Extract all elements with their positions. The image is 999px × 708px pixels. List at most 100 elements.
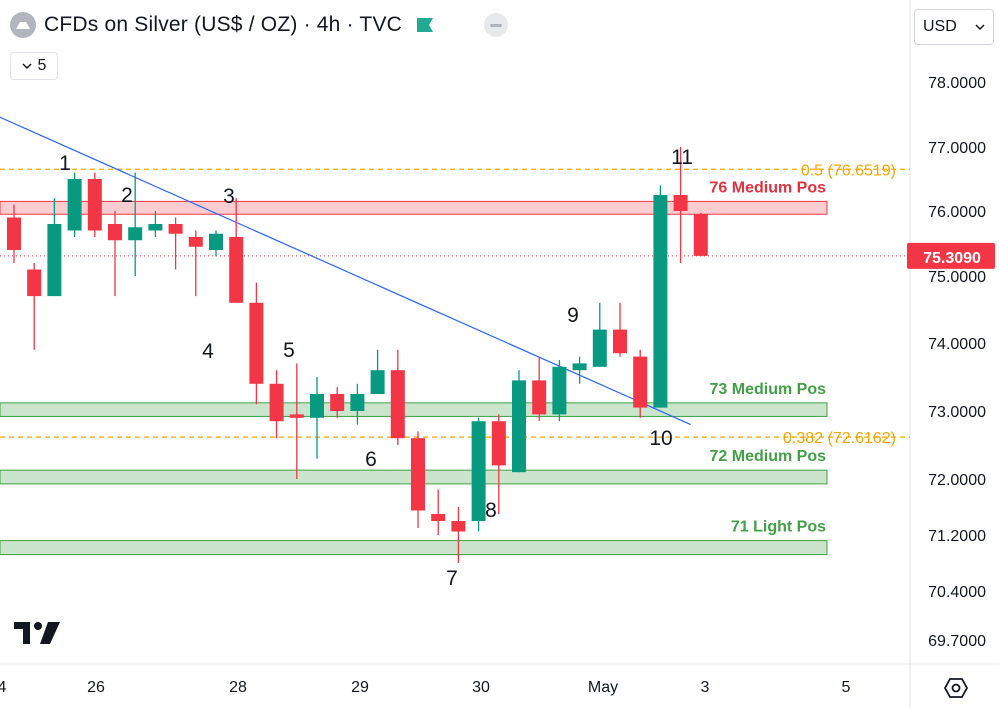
candle [27,263,42,350]
candle [532,356,547,422]
x-tick-label: 29 [351,679,369,696]
candle-body [613,329,627,354]
x-tick-label: 3 [701,679,710,696]
candle [431,489,446,535]
candle [289,363,304,479]
currency-label: USD [923,18,957,35]
y-tick-label: 69.7000 [928,633,986,650]
candle-body [552,366,567,415]
chart-settings-icon[interactable] [944,676,968,700]
candle [512,370,526,473]
candle-body [693,214,708,256]
candle [87,172,102,237]
candle-body [411,438,425,511]
candle-body [330,394,345,411]
y-tick-label: 70.4000 [928,584,986,601]
wave-label: 2 [121,184,133,207]
candle [47,198,62,297]
candle-body [310,394,324,418]
candle [451,507,466,563]
candle [592,302,607,367]
y-tick-label: 73.0000 [928,404,986,421]
candle-body [269,383,284,422]
candle [330,387,345,418]
x-tick-label: 26 [87,679,105,696]
symbol-logo-icon [10,12,36,38]
x-tick-label: 4 [0,679,7,696]
x-tick-label: 28 [229,679,247,696]
candle-body [431,514,446,521]
candle-body [532,380,547,415]
candle [633,349,648,418]
fib-label: 0.5 (76.6519) [801,162,896,179]
chart-title: CFDs on Silver (US$ / OZ) · 4h · TVC [44,13,403,36]
y-tick-label: 72.0000 [928,472,986,489]
tradingview-logo-icon [14,622,60,644]
wave-label: 10 [649,427,672,450]
candle [390,349,405,445]
collapse-legend-button[interactable]: 5 [10,52,58,80]
chevron-down-icon [22,63,32,70]
candle-body [592,329,607,367]
y-tick-label: 75.0000 [928,269,986,286]
candle-body [633,356,648,408]
candle [229,198,244,303]
candle [572,356,587,384]
zone-resistance [0,200,828,215]
zone-label: 76 Medium Pos [710,179,827,196]
x-tick-label: 30 [472,679,490,696]
candle-body [350,394,365,411]
trendline [0,116,691,426]
fib-label: 0.382 (72.6162) [783,430,896,447]
candle-body [572,363,587,371]
candle-body [471,421,486,521]
candle-body [370,370,385,394]
wave-label: 4 [202,340,214,363]
candle-body [673,195,688,211]
candle [128,172,143,276]
wave-label: 5 [283,339,295,362]
candle [209,230,223,257]
candle-body [289,414,304,418]
y-tick-label: 74.0000 [928,336,986,353]
candle [613,302,627,357]
candle-body [512,380,526,473]
y-tick-label: 77.0000 [928,140,986,157]
candle [67,172,82,237]
wave-label: 8 [485,499,497,522]
candle-body [653,195,668,408]
candle-body [491,421,506,466]
candle [310,377,324,459]
candle [108,211,122,297]
x-tick-label: 5 [842,679,851,696]
candle [411,431,425,528]
candle [491,414,506,514]
current-price-tag [907,242,995,269]
candle [168,217,183,270]
candle-body [249,302,264,384]
candle-body [27,269,42,297]
candle-body [67,179,82,231]
candle-body [168,224,183,234]
candle-body [87,179,102,231]
y-tick-label: 71.2000 [928,528,986,545]
candle-body [229,237,244,303]
currency-select[interactable]: USD [914,9,994,45]
zone-label: 73 Medium Pos [710,381,827,398]
chevron-down-icon [975,24,985,31]
hide-indicators-button[interactable] [484,13,509,37]
candle [148,211,163,237]
candle [552,360,567,422]
candle [249,282,264,405]
candle [188,230,203,297]
candle-body [7,217,21,250]
candle [370,349,385,394]
collapse-count: 5 [37,57,47,74]
zone-label: 72 Medium Pos [710,448,827,465]
x-tick-label: May [588,679,618,696]
current-price-label: 75.3090 [923,250,981,267]
chart-header: CFDs on Silver (US$ / OZ) · 4h · TVC [10,12,509,38]
candle-body [108,224,122,241]
candle-body [47,224,62,297]
